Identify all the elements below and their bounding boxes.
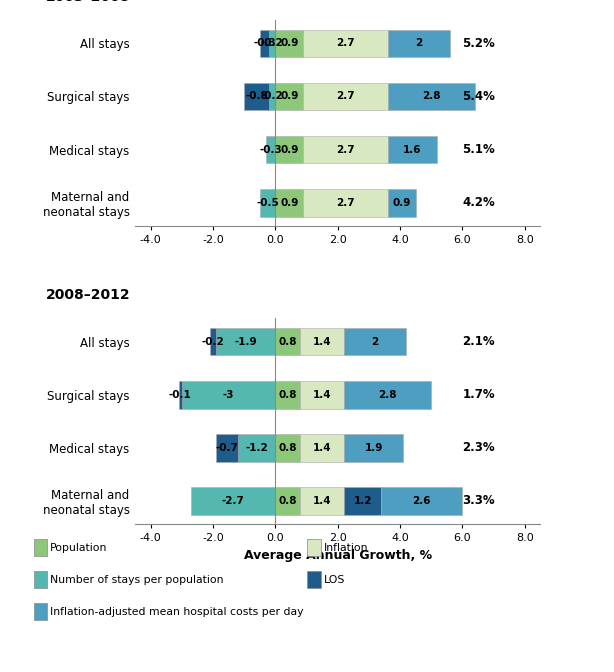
Bar <box>303 189 387 216</box>
Text: 1.4: 1.4 <box>313 390 332 400</box>
Bar <box>216 434 238 462</box>
Bar <box>182 381 275 409</box>
Bar <box>269 83 275 110</box>
Text: LOS: LOS <box>324 575 345 585</box>
X-axis label: Average Annual Growth, %: Average Annual Growth, % <box>244 549 432 562</box>
Text: 0.9: 0.9 <box>280 198 298 208</box>
Bar <box>300 434 344 462</box>
Text: -0.5: -0.5 <box>256 198 279 208</box>
Bar <box>300 487 344 515</box>
Bar <box>179 381 182 409</box>
Bar <box>303 83 387 110</box>
Bar <box>344 381 431 409</box>
Text: 2.6: 2.6 <box>413 496 431 506</box>
Bar <box>300 381 344 409</box>
Bar <box>238 434 275 462</box>
Text: -0.7: -0.7 <box>216 443 238 453</box>
Text: 2008–2012: 2008–2012 <box>46 288 131 302</box>
Text: 0.9: 0.9 <box>280 38 298 48</box>
Text: Population: Population <box>50 543 107 552</box>
Bar <box>269 30 275 57</box>
Bar <box>275 328 300 355</box>
Text: 5.1%: 5.1% <box>462 143 495 156</box>
Text: -1.9: -1.9 <box>235 337 257 347</box>
Text: -0.3: -0.3 <box>259 144 282 155</box>
Bar <box>275 136 303 163</box>
Text: 2: 2 <box>371 337 379 347</box>
Text: -0.2: -0.2 <box>201 337 224 347</box>
Text: 2.7: 2.7 <box>336 144 355 155</box>
Bar <box>266 136 275 163</box>
Text: 1.2: 1.2 <box>354 496 372 506</box>
Text: -1.2: -1.2 <box>245 443 268 453</box>
Bar <box>344 328 406 355</box>
Text: 3.3%: 3.3% <box>462 495 495 507</box>
Text: 2.1%: 2.1% <box>462 335 495 348</box>
Text: -3: -3 <box>223 390 235 400</box>
Text: -0.3: -0.3 <box>253 38 276 48</box>
Text: 0.9: 0.9 <box>392 198 411 208</box>
Bar <box>244 83 269 110</box>
Text: 2.3%: 2.3% <box>462 442 495 454</box>
Bar <box>387 136 437 163</box>
Text: 0.9: 0.9 <box>280 144 298 155</box>
Text: 0.8: 0.8 <box>279 443 297 453</box>
Text: 2.7: 2.7 <box>336 38 355 48</box>
Text: 5.4%: 5.4% <box>462 90 495 103</box>
Bar <box>275 487 300 515</box>
Bar <box>344 434 403 462</box>
Text: 1.9: 1.9 <box>364 443 383 453</box>
Bar <box>275 30 303 57</box>
Bar <box>303 136 387 163</box>
Text: 5.2%: 5.2% <box>462 37 495 50</box>
Bar <box>275 189 303 216</box>
Bar <box>387 83 475 110</box>
Bar <box>387 189 416 216</box>
Text: 0.9: 0.9 <box>280 91 298 101</box>
Text: 0.8: 0.8 <box>279 496 297 506</box>
Text: 1.4: 1.4 <box>313 496 332 506</box>
Bar <box>275 434 300 462</box>
Bar <box>303 30 387 57</box>
Text: Number of stays per population: Number of stays per population <box>50 575 224 585</box>
Text: 1.6: 1.6 <box>403 144 422 155</box>
Text: 2.8: 2.8 <box>422 91 440 101</box>
Text: 1.4: 1.4 <box>313 443 332 453</box>
Bar <box>216 328 275 355</box>
Bar <box>381 487 462 515</box>
Text: -0.2: -0.2 <box>261 38 284 48</box>
Bar <box>275 381 300 409</box>
Bar <box>191 487 275 515</box>
Bar <box>300 328 344 355</box>
Text: Inflation-adjusted mean hospital costs per day: Inflation-adjusted mean hospital costs p… <box>50 607 304 617</box>
Text: 2003–2008: 2003–2008 <box>46 0 130 4</box>
Text: -0.1: -0.1 <box>169 390 192 400</box>
Bar <box>260 30 269 57</box>
Text: 2.7: 2.7 <box>336 198 355 208</box>
Text: 0.8: 0.8 <box>279 390 297 400</box>
Text: 2.8: 2.8 <box>378 390 397 400</box>
Bar <box>387 30 450 57</box>
Text: 1.7%: 1.7% <box>462 388 495 401</box>
Text: Inflation: Inflation <box>324 543 368 552</box>
Text: 2: 2 <box>415 38 422 48</box>
Text: -0.2: -0.2 <box>261 91 284 101</box>
Text: 4.2%: 4.2% <box>462 196 495 209</box>
Text: -2.7: -2.7 <box>222 496 245 506</box>
Bar <box>210 328 216 355</box>
Bar <box>260 189 275 216</box>
Bar <box>275 83 303 110</box>
Text: 2.7: 2.7 <box>336 91 355 101</box>
Text: 1.4: 1.4 <box>313 337 332 347</box>
Text: -0.8: -0.8 <box>245 91 268 101</box>
Text: 0.8: 0.8 <box>279 337 297 347</box>
Bar <box>344 487 381 515</box>
